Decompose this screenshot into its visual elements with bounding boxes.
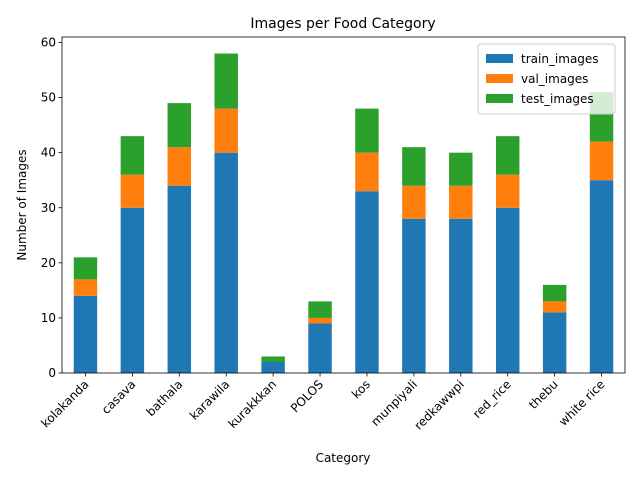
- x-tick-label: kurakkkan: [225, 377, 279, 431]
- y-tick-label: 50: [41, 91, 56, 105]
- bar-val_images-3: [214, 108, 238, 153]
- bar-train_images-3: [214, 152, 238, 373]
- bar-test_images-5: [308, 301, 332, 318]
- y-tick-label: 10: [41, 311, 56, 325]
- x-tick-label: casava: [99, 377, 139, 417]
- x-tick-label: karawila: [187, 377, 232, 422]
- bar-test_images-1: [120, 136, 145, 175]
- bar-val_images-0: [73, 279, 98, 296]
- legend-swatch-test_images: [486, 94, 513, 103]
- bar-test_images-2: [167, 103, 192, 148]
- bar-test_images-6: [355, 108, 379, 153]
- bar-train_images-1: [120, 207, 145, 373]
- bar-val_images-11: [589, 141, 614, 181]
- legend-swatch-train_images: [486, 54, 513, 63]
- chart-title: Images per Food Category: [250, 16, 435, 32]
- bar-val_images-1: [120, 174, 145, 208]
- bar-val_images-2: [167, 147, 192, 186]
- bar-val_images-5: [308, 317, 332, 324]
- bar-val_images-6: [355, 152, 379, 192]
- bar-val_images-7: [402, 185, 426, 219]
- legend: train_images val_images test_images: [477, 43, 616, 115]
- bar-train_images-10: [542, 312, 567, 373]
- legend-label-val_images: val_images: [521, 72, 588, 86]
- bar-val_images-10: [542, 301, 567, 313]
- x-tick-label: red_rice: [470, 377, 514, 421]
- y-tick-label: 20: [41, 256, 56, 270]
- bar-train_images-2: [167, 185, 192, 373]
- bar-test_images-3: [214, 53, 238, 109]
- bar-test_images-7: [402, 147, 426, 186]
- bar-train_images-11: [589, 180, 614, 373]
- legend-label-test_images: test_images: [521, 92, 594, 106]
- y-tick-label: 0: [48, 366, 56, 380]
- y-axis-label: Number of Images: [15, 149, 29, 260]
- legend-swatch-val_images: [486, 74, 513, 83]
- y-axis: 0 10 20 30 40 50 60: [41, 36, 62, 380]
- x-tick-label: POLOS: [288, 377, 326, 415]
- bar-train_images-7: [402, 218, 426, 373]
- plot-frame: [61, 36, 626, 374]
- bar-test_images-0: [73, 257, 98, 280]
- x-tick-label: bathala: [143, 377, 185, 419]
- bar-test_images-4: [261, 356, 285, 362]
- bar-train_images-9: [495, 207, 520, 373]
- x-tick-label: redkawwpi: [412, 377, 467, 432]
- y-tick-label: 60: [41, 36, 56, 50]
- x-tick-label: kolakanda: [38, 377, 91, 430]
- x-tick-label: thebu: [526, 377, 561, 412]
- x-axis-label: Category: [316, 451, 371, 465]
- x-tick-label: kos: [349, 377, 373, 401]
- bar-test_images-8: [449, 152, 473, 186]
- bar-val_images-9: [495, 174, 520, 208]
- legend-label-train_images: train_images: [521, 52, 599, 66]
- bar-train_images-6: [355, 191, 379, 373]
- x-tick-label: white rice: [556, 377, 608, 429]
- bar-test_images-10: [542, 284, 567, 302]
- bar-train_images-8: [449, 218, 473, 373]
- bar-val_images-8: [449, 185, 473, 219]
- y-tick-label: 40: [41, 146, 56, 160]
- bar-train_images-5: [308, 323, 332, 373]
- bar-train_images-4: [261, 361, 285, 373]
- y-tick-label: 30: [41, 201, 56, 215]
- bar-train_images-0: [73, 295, 98, 373]
- bar-group: [73, 53, 614, 373]
- bar-test_images-9: [495, 136, 520, 175]
